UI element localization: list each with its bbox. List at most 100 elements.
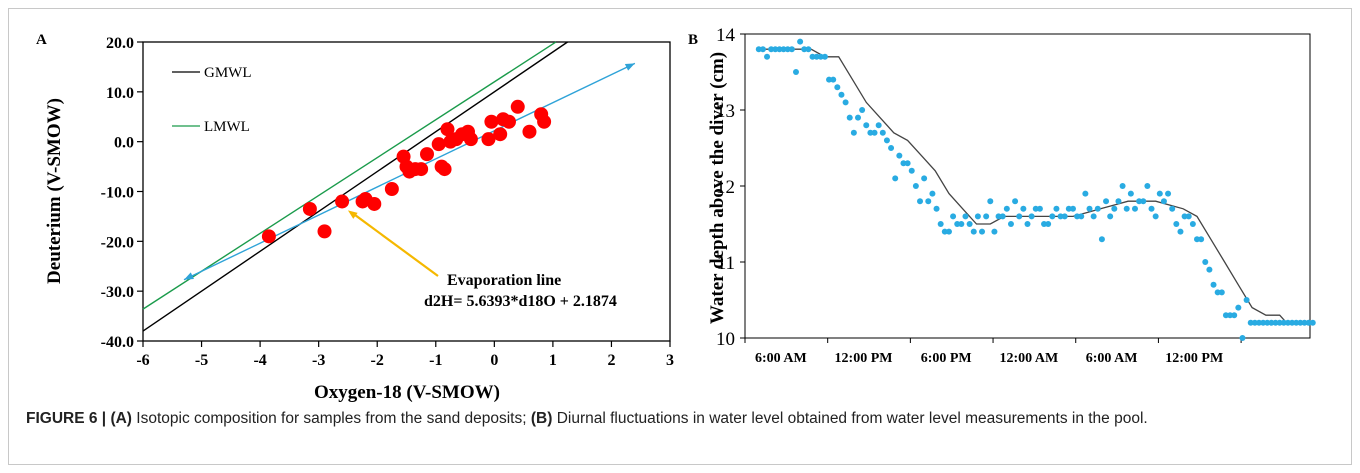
measured-point (1251, 319, 1258, 326)
y-tick-label: -10.0 (101, 185, 134, 202)
sample-point (317, 224, 332, 239)
sample-point (493, 127, 508, 142)
y-tick-label: -20.0 (101, 234, 134, 251)
y-tick-label: 12 (716, 177, 735, 198)
measured-point (941, 228, 948, 235)
measured-point (1272, 319, 1279, 326)
x-tick-label: 2 (607, 352, 615, 369)
measured-point (904, 160, 911, 167)
measured-point (1065, 205, 1072, 212)
measured-point (801, 46, 808, 53)
measured-point (1276, 319, 1283, 326)
measured-point (950, 213, 957, 220)
measured-point (780, 46, 787, 53)
measured-point (859, 107, 866, 113)
y-tick-label: 11 (717, 253, 735, 274)
measured-point (1260, 319, 1267, 326)
y-tick-label: 10 (716, 329, 735, 350)
sample-point (537, 114, 552, 129)
measured-point (908, 167, 915, 174)
panel-a-ticks: -6 -5 -4 -3 -2 -1 0 1 2 3 20.0 10.0 0.0 -10.0 -20.0 -30… (101, 35, 674, 369)
evaporation-arrowhead-end (624, 63, 635, 71)
x-tick-label: -2 (371, 352, 384, 369)
caption-a-text: Isotopic composition for samples from th… (131, 410, 531, 427)
measured-point (896, 152, 903, 159)
measured-point (805, 46, 812, 53)
measured-point (855, 114, 861, 121)
x-tick-label: -4 (253, 352, 266, 369)
measured-point (1293, 319, 1300, 326)
measured-point (863, 122, 870, 129)
measured-point (1123, 205, 1130, 212)
measured-point (1268, 319, 1275, 326)
annotation-arrowhead (347, 210, 358, 219)
measured-point (917, 198, 924, 205)
x-tick-label: 1 (549, 352, 557, 369)
measured-point (813, 53, 820, 60)
sample-point (484, 114, 499, 129)
panel-b-points (755, 38, 1316, 341)
measured-point (1036, 205, 1043, 212)
measured-point (991, 228, 998, 235)
sample-point (437, 162, 452, 177)
y-tick-label: 14 (716, 25, 736, 46)
measured-point (1231, 312, 1238, 319)
measured-point (945, 228, 952, 235)
measured-point (1173, 221, 1180, 227)
sample-point (501, 114, 516, 129)
panel-a: A -6 -5 -4 -3 -2 -1 0 1 2 320.010.00.0-10.0-20.0-… (36, 32, 674, 403)
measured-point (954, 221, 961, 227)
x-tick-label: -6 (136, 352, 149, 369)
measured-point (1020, 205, 1027, 212)
measured-point (1181, 213, 1188, 220)
measured-point (1156, 190, 1163, 197)
measured-point (776, 46, 783, 53)
measured-point (900, 160, 907, 167)
figure-frame (8, 8, 1352, 465)
sample-point (431, 137, 446, 152)
panel-a-legend: GMWL LMWL (172, 65, 252, 135)
measured-point (1090, 213, 1097, 220)
measured-point (817, 53, 824, 60)
measured-point (1028, 213, 1035, 220)
measured-point (912, 183, 919, 189)
measured-point (1074, 213, 1081, 220)
measured-point (821, 53, 828, 60)
measured-point (1057, 213, 1064, 220)
measured-point (867, 129, 874, 136)
x-tick-label: 6:00 PM (921, 351, 972, 366)
y-tick-label: 0.0 (114, 135, 134, 152)
measured-point (1131, 205, 1138, 212)
measured-point (1264, 319, 1271, 326)
evaporation-annotation: Evaporation line d2H= 5.6393*d18O + 2.18… (424, 272, 617, 310)
measured-point (1136, 198, 1143, 205)
measured-point (834, 84, 841, 91)
measured-point (1160, 198, 1167, 205)
measured-point (1041, 221, 1048, 227)
measured-point (937, 221, 944, 227)
measured-point (974, 213, 981, 220)
measured-point (1094, 205, 1101, 212)
x-tick-label: 0 (490, 352, 498, 369)
measured-point (1289, 319, 1296, 326)
panel-a-xlabel: Oxygen-18 (V-SMOW) (314, 382, 500, 403)
measured-point (764, 53, 771, 60)
measured-point (1082, 190, 1089, 197)
measured-point (1078, 213, 1085, 220)
measured-point (1189, 221, 1196, 227)
panel-b-fitted-line (756, 48, 1288, 324)
measured-point (1214, 289, 1221, 296)
panel-b: B 14 13 12 11 10 6:00 AM 12:00 PM 6:00 PM 12:00 … (688, 25, 1316, 366)
measured-point (755, 46, 762, 53)
measured-point (879, 129, 886, 136)
measured-point (1045, 221, 1052, 227)
measured-point (1169, 205, 1176, 212)
measured-point (1152, 213, 1159, 220)
sample-point (414, 162, 429, 177)
measured-point (1165, 190, 1172, 197)
measured-point (1016, 213, 1023, 220)
measured-point (792, 69, 799, 75)
measured-point (999, 213, 1006, 220)
measured-point (1119, 183, 1126, 189)
